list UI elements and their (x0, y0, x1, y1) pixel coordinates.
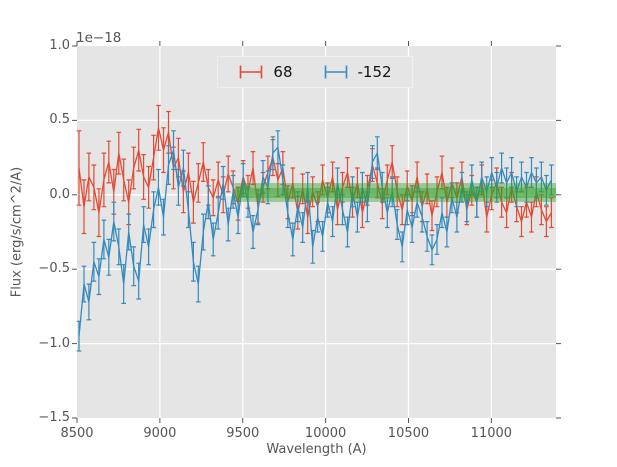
y-tick-label: 0.5 (49, 112, 70, 128)
legend-label-68: 68 (273, 63, 293, 81)
legend-item-neg152: -152 (323, 63, 392, 81)
y-tick-label: −0.5 (38, 261, 70, 277)
plot-area (72, 41, 561, 423)
legend-label-neg152: -152 (357, 63, 392, 81)
y-tick-label: −1.0 (38, 335, 70, 351)
y-axis-label: Flux (erg/s/cm^2/A) (9, 166, 25, 298)
x-tick-label: 11000 (470, 426, 513, 441)
chart-canvas (72, 41, 561, 423)
errorbar-glyph-red-icon (240, 65, 263, 79)
x-tick-label: 8500 (60, 426, 94, 441)
reference-band-outer (234, 183, 557, 202)
y-axis-offset-text: 1e−18 (76, 30, 122, 46)
series-line--152 (78, 146, 552, 337)
x-tick-label: 10500 (387, 426, 430, 441)
x-tick-label: 9000 (143, 426, 177, 441)
y-tick-label: −1.5 (38, 410, 70, 425)
x-axis-label: Wavelength (A) (266, 442, 367, 457)
errorbar-glyph-blue-icon (324, 65, 347, 79)
series-line-68 (78, 127, 552, 223)
x-tick-label: 10000 (304, 426, 347, 441)
y-tick-label: 1.0 (49, 38, 70, 53)
legend: 68 -152 (217, 56, 413, 88)
errorbars--152 (76, 130, 554, 352)
reference-band-inner (234, 187, 557, 198)
y-tick-label: 0.0 (49, 186, 70, 202)
x-tick-label: 9500 (226, 426, 260, 441)
legend-item-68: 68 (238, 63, 293, 81)
